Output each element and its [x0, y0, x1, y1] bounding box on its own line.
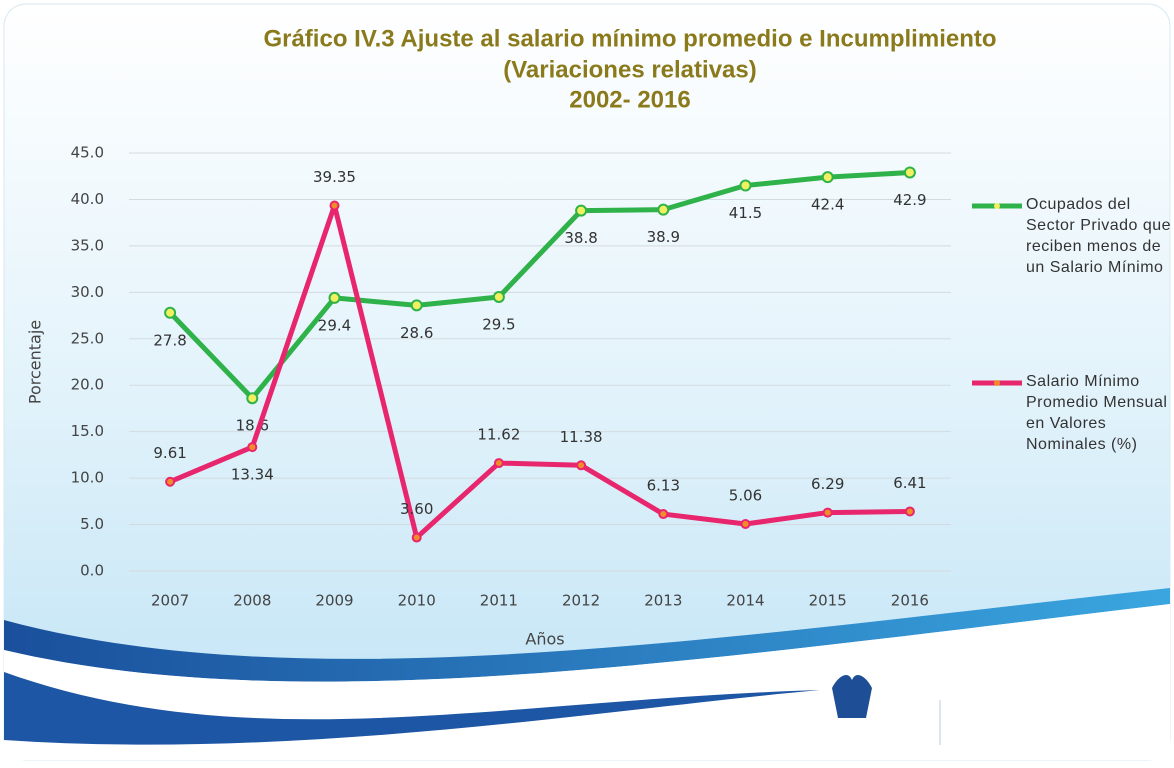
marker: [495, 459, 503, 467]
marker: [576, 206, 586, 216]
data-label: 3.60: [400, 500, 433, 518]
marker: [412, 300, 422, 310]
marker: [330, 293, 340, 303]
marker: [824, 509, 832, 517]
y-tick-label: 30.0: [71, 283, 104, 301]
legend-marker: [994, 203, 1000, 209]
data-label: 38.8: [564, 229, 597, 247]
chart: Gobierno de la República de Honduras ★ ★…: [0, 0, 1174, 764]
title: (Variaciones relativas): [503, 56, 756, 83]
y-tick-label: 25.0: [71, 329, 104, 347]
marker: [823, 172, 833, 182]
x-tick-label: 2010: [398, 592, 436, 610]
data-label: 5.06: [729, 486, 762, 504]
data-label: 27.8: [153, 331, 186, 349]
data-label: 42.4: [811, 196, 844, 214]
title: Gráfico IV.3 Ajuste al salario mínimo pr…: [263, 25, 996, 52]
legend-item: Ocupados del Sector Privado que reciben …: [1026, 194, 1172, 314]
y-tick-label: 45.0: [71, 144, 104, 162]
x-tick-label: 2012: [562, 592, 600, 610]
data-label: 28.6: [400, 324, 433, 342]
x-axis-label: Años: [525, 630, 564, 649]
legend-marker: [994, 380, 1000, 386]
y-tick-label: 20.0: [71, 376, 104, 394]
marker: [248, 443, 256, 451]
data-label: 29.4: [318, 316, 351, 334]
data-label: 6.41: [893, 474, 926, 492]
data-label: 13.34: [231, 466, 274, 484]
stars: ★ ★ ★ ★ ★: [1005, 707, 1110, 721]
x-tick-label: 2016: [891, 592, 929, 610]
marker: [659, 510, 667, 518]
government: Gobierno de la República de Honduras: [790, 742, 931, 752]
data-label: 6.13: [647, 477, 680, 495]
data-label: 6.29: [811, 475, 844, 493]
marker: [741, 181, 751, 191]
data-label: 41.5: [729, 204, 762, 222]
y-tick-label: 5.0: [80, 515, 104, 533]
marker: [742, 520, 750, 528]
x-tick-label: 2008: [233, 592, 271, 610]
marker: [166, 478, 174, 486]
data-label: 38.9: [647, 228, 680, 246]
y-tick-label: 0.0: [80, 562, 104, 580]
marker: [494, 292, 504, 302]
x-tick-label: 2007: [151, 592, 189, 610]
marker: [577, 461, 585, 469]
x-tick-label: 2014: [726, 592, 764, 610]
marker: [331, 201, 339, 209]
x-tick-label: 2013: [644, 592, 682, 610]
data-label: 39.35: [313, 168, 356, 186]
data-label: 11.62: [477, 426, 520, 444]
x-tick-label: 2015: [809, 592, 847, 610]
ministry: Secretaría de Trabajo y Seguridad Social: [985, 728, 1132, 738]
legend-item: Salario Mínimo Promedio Mensual en Valor…: [1026, 371, 1172, 491]
marker: [413, 534, 421, 542]
data-label: 9.61: [153, 444, 186, 462]
y-tick-label: 40.0: [71, 190, 104, 208]
marker: [906, 507, 914, 515]
marker: [247, 393, 257, 403]
data-label: 11.38: [560, 428, 603, 446]
marker: [165, 308, 175, 318]
y-tick-label: 10.0: [71, 469, 104, 487]
legend-label: Salario Mínimo Promedio Mensual en Valor…: [1026, 371, 1172, 455]
marker: [905, 168, 915, 178]
data-label: 29.5: [482, 315, 515, 333]
x-tick-label: 2011: [480, 592, 518, 610]
legend-label: Ocupados del Sector Privado que reciben …: [1026, 194, 1172, 278]
y-tick-label: 15.0: [71, 422, 104, 440]
emblem: [832, 675, 872, 718]
y-axis-label: Porcentaje: [26, 320, 45, 404]
data-label: 42.9: [893, 191, 926, 209]
title: 2002- 2016: [569, 86, 690, 113]
marker: [658, 205, 668, 215]
y-tick-label: 35.0: [71, 236, 104, 254]
x-tick-label: 2009: [315, 592, 353, 610]
